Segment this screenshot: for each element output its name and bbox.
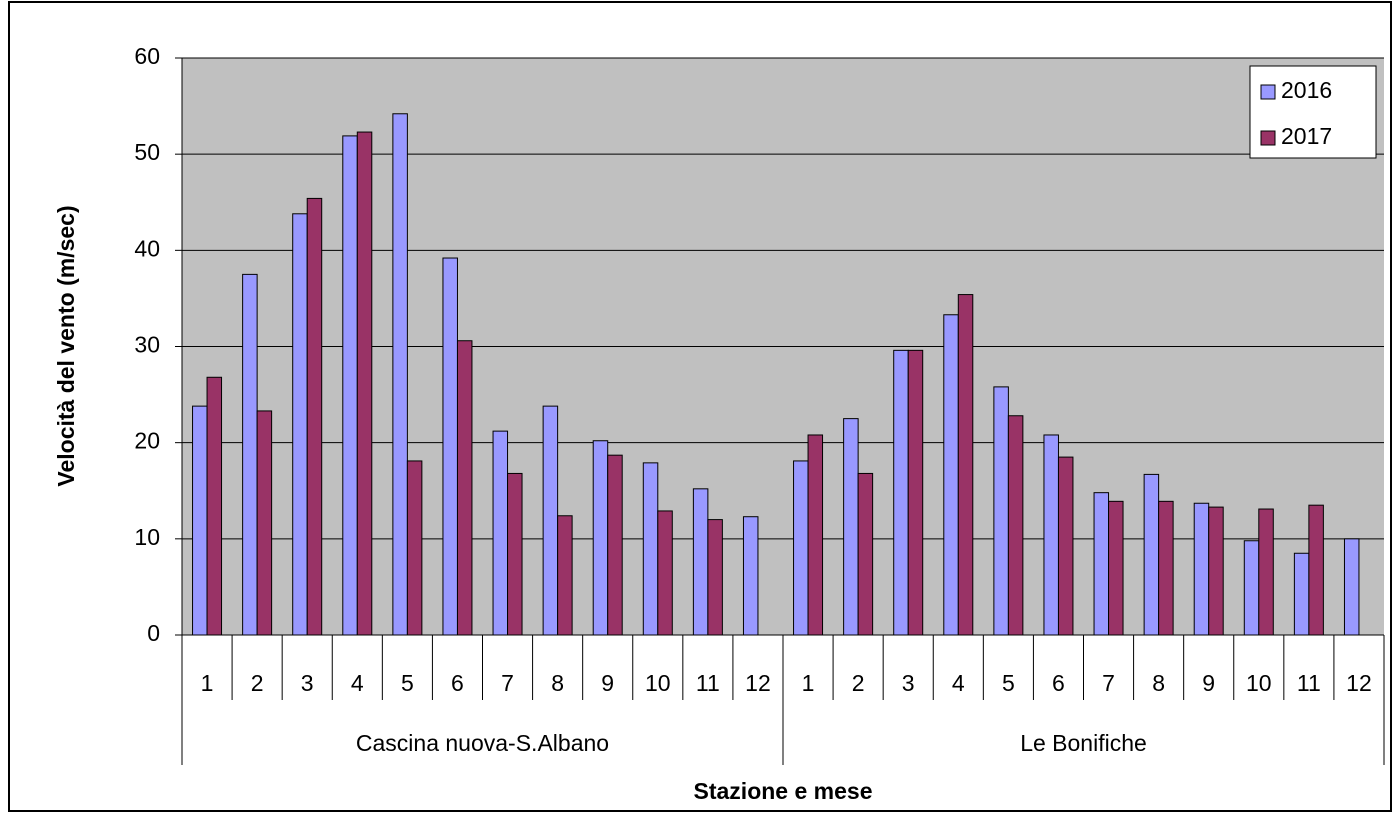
x-tick-label: 4 [351,670,364,696]
bar [1208,506,1224,636]
bar [843,418,859,636]
x-tick-label: 5 [401,670,414,696]
y-tick-label: 50 [134,139,160,165]
y-tick-label: 60 [134,43,160,69]
x-tick-label: 7 [501,670,514,696]
x-tick-label: 12 [1346,670,1372,696]
y-tick-label: 30 [134,332,160,358]
bar [807,434,824,636]
x-tick-label: 1 [201,670,214,696]
x-tick-label: 11 [696,670,720,696]
bar [957,294,974,636]
x-tick-label: 7 [1102,670,1115,696]
bar [242,273,258,636]
bar [1243,540,1260,636]
bar [607,454,623,636]
bar [692,488,709,636]
x-tick-label: 1 [802,670,815,696]
x-tick-label: 10 [1246,670,1272,696]
bar [256,410,273,636]
bar [557,515,573,636]
bar [1043,434,1059,636]
bar [1258,508,1274,636]
x-tick-label: 4 [952,670,965,696]
legend-label: 2016 [1281,77,1332,103]
bar [342,135,358,636]
bar [456,340,473,636]
y-tick-label: 0 [147,620,160,646]
bar [1057,456,1074,636]
bar [306,197,323,636]
bar [492,430,509,636]
x-tick-label: 9 [601,670,614,696]
legend: 2016 2017 [1249,65,1377,159]
x-tick-label: 2 [251,670,264,696]
bar [742,516,759,636]
bar [1343,538,1360,636]
x-tick-label: 12 [745,670,771,696]
bar [1007,415,1024,636]
legend-swatch [1260,130,1276,146]
x-tick-label: 6 [1052,670,1065,696]
bar [993,386,1009,636]
bar [356,131,373,636]
bar [893,349,909,636]
bar [657,510,673,636]
bar [1293,552,1310,636]
bar [592,440,609,636]
x-tick-label: 3 [301,670,314,696]
bar [943,314,959,636]
x-tick-label: 6 [451,670,464,696]
bar [192,405,208,636]
bar [292,213,308,636]
x-tick-label: 8 [551,670,564,696]
bar [1308,504,1324,636]
bar [542,405,559,636]
bar [642,462,659,636]
legend-swatch [1260,84,1276,100]
plot-area [175,57,1384,636]
x-tick-label: 8 [1152,670,1165,696]
bar [1143,473,1160,636]
y-axis-title: Velocità del vento (m/sec) [53,205,79,486]
x-tick-label: 3 [902,670,915,696]
bar [907,349,924,636]
x-tick-label: 5 [1002,670,1015,696]
x-tick-label: 11 [1297,670,1321,696]
y-tick-label: 10 [134,524,160,550]
bar [1093,492,1110,636]
y-tick-label: 20 [134,428,160,454]
bar [392,113,408,636]
bar [406,460,423,636]
x-tick-label: 10 [645,670,671,696]
group-label: Cascina nuova-S.Albano [356,730,609,756]
bar [442,257,458,636]
bar [793,460,809,636]
bar [1108,500,1124,636]
bar [857,472,874,636]
group-label: Le Bonifiche [1020,730,1147,756]
bar [1158,500,1174,636]
bar [707,519,723,636]
bar [1193,502,1210,636]
legend-label: 2017 [1281,123,1332,149]
x-axis-title: Stazione e mese [694,778,873,804]
x-tick-label: 9 [1202,670,1215,696]
y-tick-label: 40 [134,235,160,261]
bar [507,472,523,636]
bar [206,376,223,636]
x-tick-label: 2 [852,670,865,696]
